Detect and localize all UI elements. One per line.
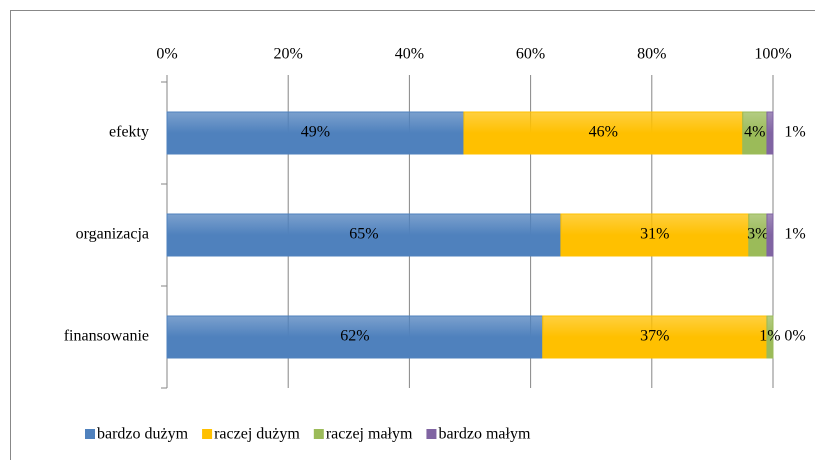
- data-label: 62%: [340, 328, 369, 345]
- bar-segment: [542, 315, 768, 359]
- data-label: 1%: [759, 328, 780, 345]
- x-tick-label: 20%: [274, 46, 303, 63]
- legend-swatch: [313, 429, 324, 439]
- bar-segment: [766, 111, 774, 155]
- data-label: 3%: [747, 226, 768, 243]
- legend-swatch: [85, 429, 95, 439]
- y-tick-label: finansowanie: [64, 328, 149, 345]
- bar-segment: [166, 111, 465, 155]
- y-tick-label: efekty: [109, 124, 149, 141]
- legend-label: raczej dużym: [214, 426, 300, 443]
- legend-swatch: [426, 429, 437, 439]
- data-label: 37%: [640, 328, 669, 345]
- bar-segment: [742, 111, 768, 155]
- bar-segment: [766, 315, 774, 359]
- y-tick-label: organizacja: [76, 226, 149, 243]
- chart-frame: [10, 10, 815, 460]
- data-label: 1%: [784, 226, 805, 243]
- data-label: 0%: [784, 328, 805, 345]
- legend-label: bardzo małym: [438, 426, 531, 443]
- data-label: 65%: [349, 226, 378, 243]
- bar-segment: [166, 315, 544, 359]
- x-tick-label: 60%: [516, 46, 545, 63]
- x-tick-label: 100%: [754, 46, 791, 63]
- data-label: 1%: [784, 124, 805, 141]
- x-tick-label: 40%: [395, 46, 424, 63]
- bar-segment: [766, 213, 774, 257]
- bar-segment: [463, 111, 744, 155]
- bar-segment: [166, 213, 562, 257]
- legend-label: bardzo dużym: [97, 426, 189, 443]
- data-label: 46%: [589, 124, 618, 141]
- legend-swatch: [202, 429, 213, 439]
- data-label: 4%: [744, 124, 765, 141]
- x-tick-label: 0%: [156, 46, 177, 63]
- legend-label: raczej małym: [326, 426, 413, 443]
- data-label: 49%: [301, 124, 330, 141]
- bar-segment: [560, 213, 750, 257]
- data-label: 31%: [640, 226, 669, 243]
- x-tick-label: 80%: [637, 46, 666, 63]
